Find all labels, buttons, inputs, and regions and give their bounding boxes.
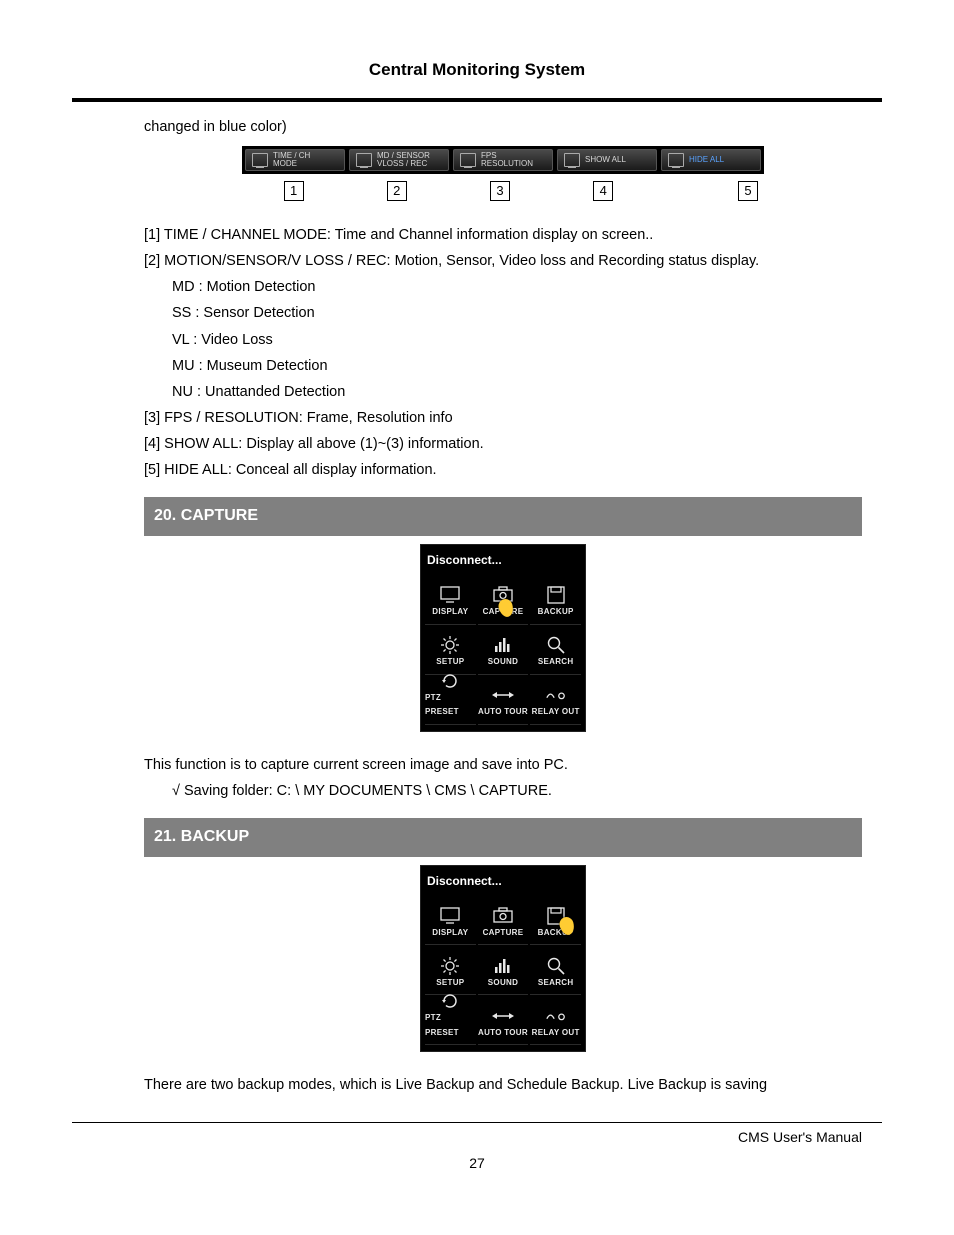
osd-toolbar-row: TIME / CH MODE MD / SENSOR VLOSS / REC F… [242,146,764,174]
display-icon [439,906,461,926]
page-number: 27 [72,1155,882,1171]
panel-btn-display[interactable]: DISPLAY [425,897,476,945]
panel-label: PTZ PRESET [425,691,476,720]
header-rule [72,98,882,102]
panel-label: AUTO TOUR [478,705,528,719]
body-line: [1] TIME / CHANNEL MODE: Time and Channe… [144,222,862,248]
panel-label: PTZ PRESET [425,1011,476,1040]
gear-icon [439,956,461,976]
footer-rule [72,1122,882,1123]
body-line: [2] MOTION/SENSOR/V LOSS / REC: Motion, … [144,248,862,274]
panel-btn-relay[interactable]: RELAY OUT [530,677,581,725]
panel-label: SEARCH [538,976,574,990]
panel-btn-search[interactable]: SEARCH [530,947,581,995]
panel-label: SOUND [488,655,518,669]
callout-1: 1 [284,181,304,201]
panel-btn-capture[interactable]: CAPTURE [478,577,529,625]
osd-btn-label: FPS RESOLUTION [481,152,533,168]
control-panel-backup: Disconnect... DISPLAY CAPTURE BACKUP [420,865,586,1053]
osd-btn-showall[interactable]: SHOW ALL [557,149,657,171]
panel-btn-ptz[interactable]: PTZ PRESET [425,997,476,1045]
panel-btn-setup[interactable]: SETUP [425,627,476,675]
osd-btn-label: SHOW ALL [585,156,626,164]
body-line: [3] FPS / RESOLUTION: Frame, Resolution … [144,405,862,431]
body-subline: SS : Sensor Detection [172,300,862,326]
panel-btn-sound[interactable]: SOUND [478,947,529,995]
monitor-icon [564,153,580,167]
footer-text: CMS User's Manual [72,1129,862,1145]
osd-btn-label: TIME / CH MODE [273,152,310,168]
equalizer-icon [492,635,514,655]
body-line: [4] SHOW ALL: Display all above (1)~(3) … [144,431,862,457]
panel-label: SOUND [488,976,518,990]
panel-label: RELAY OUT [532,705,580,719]
body-subline: MD : Motion Detection [172,274,862,300]
panel-btn-autotour[interactable]: AUTO TOUR [478,997,529,1045]
panel-btn-backup[interactable]: BACKUP [530,897,581,945]
callout-number-row: 1 2 3 4 5 [242,178,764,204]
search-icon [545,635,567,655]
osd-btn-fps[interactable]: FPS RESOLUTION [453,149,553,171]
monitor-icon [460,153,476,167]
callout-4: 4 [593,181,613,201]
equalizer-icon [492,956,514,976]
osd-btn-label: HIDE ALL [689,156,724,164]
body-line: There are two backup modes, which is Liv… [144,1072,862,1098]
panel-label: SEARCH [538,655,574,669]
osd-btn-label: MD / SENSOR VLOSS / REC [377,152,430,168]
display-icon [439,585,461,605]
osd-btn-timech[interactable]: TIME / CH MODE [245,149,345,171]
arrows-h-icon [492,685,514,705]
body-line: √ Saving folder: C: \ MY DOCUMENTS \ CMS… [172,778,862,804]
section-heading-capture: 20. CAPTURE [144,497,862,536]
panel-btn-search[interactable]: SEARCH [530,627,581,675]
fragment-text: changed in blue color) [144,114,862,140]
panel-btn-capture[interactable]: CAPTURE [478,897,529,945]
body-subline: VL : Video Loss [172,327,862,353]
panel-label: BACKUP [538,605,574,619]
gear-icon [439,635,461,655]
search-icon [545,956,567,976]
panel-btn-display[interactable]: DISPLAY [425,577,476,625]
body-line: This function is to capture current scre… [144,752,862,778]
panel-btn-ptz[interactable]: PTZ PRESET [425,677,476,725]
rotate-icon [439,991,461,1011]
relay-icon [545,1006,567,1026]
section-heading-backup: 21. BACKUP [144,818,862,857]
rotate-icon [439,671,461,691]
panel-title: Disconnect... [421,866,585,896]
body-subline: NU : Unattanded Detection [172,379,862,405]
callout-2: 2 [387,181,407,201]
monitor-icon [252,153,268,167]
panel-label: CAPTURE [483,926,524,940]
panel-label: SETUP [436,655,464,669]
panel-label: SETUP [436,976,464,990]
panel-label: AUTO TOUR [478,1026,528,1040]
panel-btn-setup[interactable]: SETUP [425,947,476,995]
body-subline: MU : Museum Detection [172,353,862,379]
arrows-h-icon [492,1006,514,1026]
panel-btn-relay[interactable]: RELAY OUT [530,997,581,1045]
callout-5: 5 [738,181,758,201]
panel-title: Disconnect... [421,545,585,575]
panel-label: RELAY OUT [532,1026,580,1040]
body-line: [5] HIDE ALL: Conceal all display inform… [144,457,862,483]
camera-icon [492,906,514,926]
osd-btn-hideall[interactable]: HIDE ALL [661,149,761,171]
monitor-icon [668,153,684,167]
panel-btn-backup[interactable]: BACKUP [530,577,581,625]
panel-label: DISPLAY [432,926,468,940]
page-title: Central Monitoring System [72,60,882,80]
floppy-icon [545,585,567,605]
callout-3: 3 [490,181,510,201]
panel-label: DISPLAY [432,605,468,619]
monitor-icon [356,153,372,167]
control-panel-capture: Disconnect... DISPLAY CAPTURE BACKUP [420,544,586,732]
osd-toolbar-figure: TIME / CH MODE MD / SENSOR VLOSS / REC F… [242,146,764,204]
osd-btn-mdsensor[interactable]: MD / SENSOR VLOSS / REC [349,149,449,171]
relay-icon [545,685,567,705]
panel-btn-sound[interactable]: SOUND [478,627,529,675]
panel-btn-autotour[interactable]: AUTO TOUR [478,677,529,725]
